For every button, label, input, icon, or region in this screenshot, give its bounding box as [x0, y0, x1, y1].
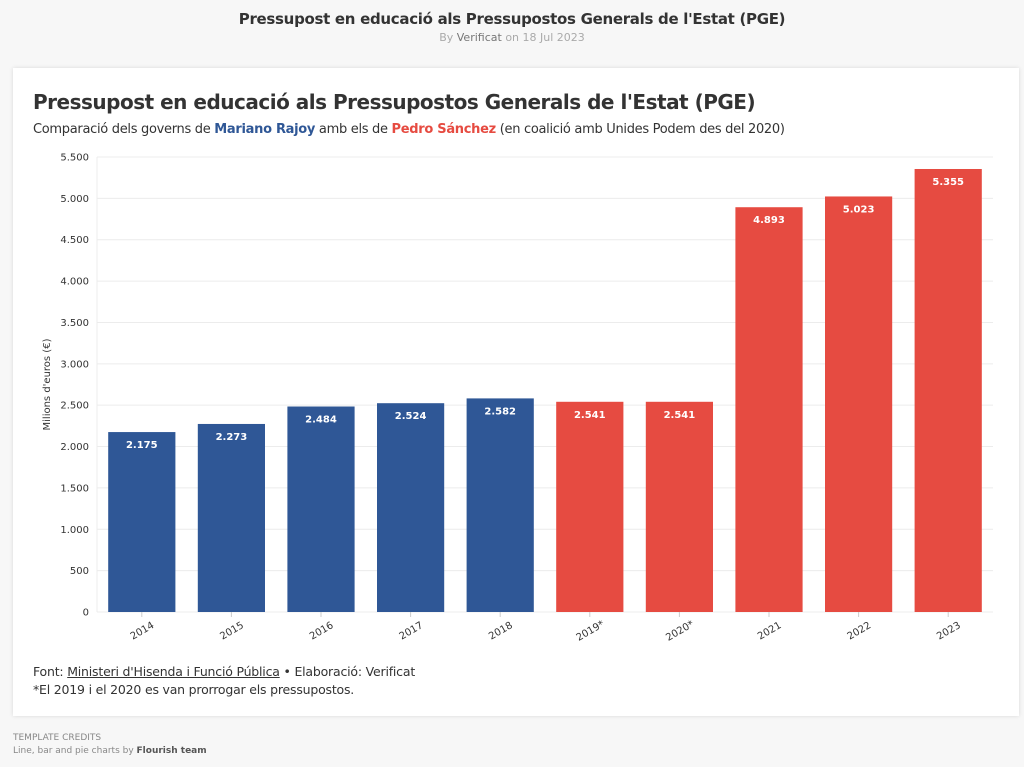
bar[interactable]	[825, 196, 893, 612]
byline-prefix: By	[439, 31, 454, 44]
chart-card: Pressupost en educació als Pressupostos …	[13, 68, 1019, 716]
data-label: 4.893	[753, 215, 785, 226]
bar[interactable]	[108, 432, 176, 612]
bar[interactable]	[287, 406, 355, 612]
chart-subtitle: Comparació dels governs de Mariano Rajoy…	[33, 122, 785, 137]
subtitle-rajoy: Mariano Rajoy	[214, 122, 316, 137]
credits-team-link[interactable]: Flourish team	[136, 746, 207, 756]
y-tick-label: 4.000	[60, 277, 89, 288]
bar[interactable]	[914, 168, 982, 612]
credits-heading: TEMPLATE CREDITS	[13, 733, 102, 743]
y-tick-label: 2.000	[60, 442, 89, 453]
data-label: 2.541	[664, 410, 696, 421]
chart-title: Pressupost en educació als Pressupostos …	[33, 90, 756, 114]
y-tick-label: 5.000	[60, 194, 89, 205]
template-credits: TEMPLATE CREDITS Line, bar and pie chart…	[13, 732, 207, 758]
y-tick-label: 5.500	[60, 153, 89, 164]
x-tick-label: 2014	[129, 620, 157, 642]
y-tick-label: 1.000	[60, 525, 89, 536]
bar[interactable]	[735, 207, 803, 612]
x-tick-label: 2016	[308, 620, 336, 642]
subtitle-text-3: (en coalició amb Unides Podem des del 20…	[495, 122, 785, 137]
x-tick-label: 2020*	[664, 619, 696, 644]
footnote: *El 2019 i el 2020 es van prorrogar els …	[33, 682, 355, 697]
x-tick-label: 2015	[218, 620, 246, 642]
credits-text: Line, bar and pie charts by Flourish tea…	[13, 745, 207, 758]
bar[interactable]	[197, 423, 265, 612]
source-link[interactable]: Ministeri d'Hisenda i Funció Pública	[67, 664, 280, 679]
chart-footer: Font: Ministeri d'Hisenda i Funció Públi…	[33, 663, 415, 699]
source-prefix: Font:	[33, 664, 68, 679]
data-label: 2.582	[484, 406, 516, 417]
y-tick-label: 4.500	[60, 235, 89, 246]
x-tick-label: 2018	[487, 620, 515, 642]
data-label: 5.023	[843, 204, 875, 215]
data-label: 2.524	[395, 411, 427, 422]
y-tick-label: 3.500	[60, 318, 89, 329]
y-tick-label: 0	[83, 608, 89, 619]
x-tick-label: 2019*	[575, 619, 607, 644]
y-tick-label: 3.000	[60, 359, 89, 370]
x-tick-label: 2023	[935, 620, 963, 642]
bars: 2.175 2.273 2.484 2.524 2.582 2.541 2.541 4.893…	[108, 168, 982, 612]
bar[interactable]	[466, 398, 534, 612]
author-link[interactable]: Verificat	[456, 31, 502, 44]
byline: By Verificat on 18 Jul 2023	[0, 31, 1024, 44]
bar-chart: 0 500 1.000 1.500 2.000 2.500 3.000 3.500 4.000 4…	[42, 153, 993, 644]
y-axis-label: Milions d'euros (€)	[42, 338, 53, 430]
bar[interactable]	[556, 401, 624, 612]
subtitle-text-1: Comparació dels governs de	[33, 122, 215, 137]
x-axis-ticks: 2014 2015 2016 2017 2018 2019* 2020* 2021 2022 20…	[129, 612, 963, 644]
data-label: 2.175	[126, 440, 158, 451]
bar[interactable]	[645, 401, 713, 612]
subtitle-sanchez: Pedro Sánchez	[391, 122, 497, 137]
credits-prefix: Line, bar and pie charts by	[13, 746, 137, 756]
data-label: 5.355	[932, 177, 964, 188]
page-header: Pressupost en educació als Pressupostos …	[0, 10, 1024, 44]
byline-date: on 18 Jul 2023	[505, 31, 585, 44]
separator: •	[279, 664, 295, 679]
y-axis-ticks: 0 500 1.000 1.500 2.000 2.500 3.000 3.500 4.000 4…	[60, 153, 89, 619]
x-tick-label: 2022	[846, 620, 874, 642]
y-tick-label: 2.500	[60, 401, 89, 412]
page-title: Pressupost en educació als Pressupostos …	[238, 10, 786, 28]
subtitle-text-2: amb els de	[315, 122, 392, 137]
elaboration: Elaboració: Verificat	[294, 664, 416, 679]
y-tick-label: 500	[70, 566, 89, 577]
bar[interactable]	[377, 403, 445, 612]
source-line: Font: Ministeri d'Hisenda i Funció Públi…	[33, 663, 415, 681]
data-label: 2.484	[305, 415, 337, 426]
x-tick-label: 2017	[398, 620, 426, 642]
data-label: 2.273	[216, 432, 248, 443]
data-label: 2.541	[574, 410, 606, 421]
x-tick-label: 2021	[756, 620, 784, 642]
y-tick-label: 1.500	[60, 483, 89, 494]
